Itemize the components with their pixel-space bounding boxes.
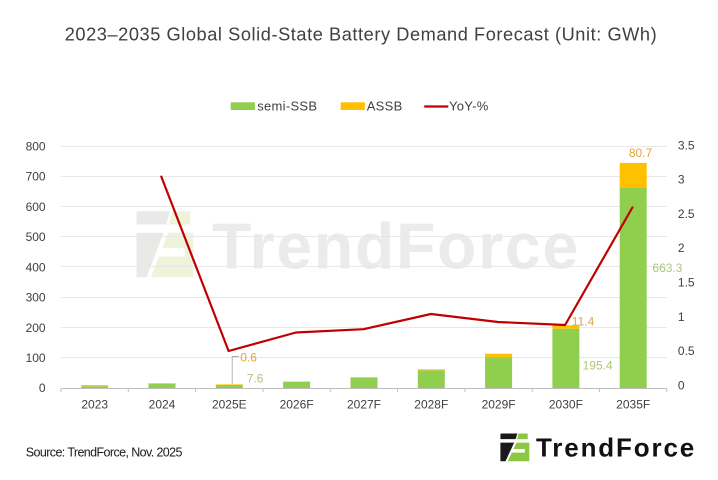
svg-text:663.3: 663.3 — [652, 261, 682, 275]
svg-text:500: 500 — [26, 230, 46, 244]
svg-text:195.4: 195.4 — [583, 359, 613, 373]
svg-text:2035F: 2035F — [616, 398, 650, 412]
svg-text:2027F: 2027F — [347, 398, 381, 412]
svg-text:0.5: 0.5 — [678, 344, 695, 358]
svg-text:1: 1 — [678, 310, 685, 324]
svg-text:TrendForce: TrendForce — [212, 210, 580, 282]
svg-text:2030F: 2030F — [549, 398, 583, 412]
svg-text:2029F: 2029F — [482, 398, 516, 412]
svg-text:2: 2 — [678, 241, 685, 255]
svg-text:Source: TrendForce, Nov. 2025: Source: TrendForce, Nov. 2025 — [26, 446, 183, 460]
svg-text:ASSB: ASSB — [367, 99, 403, 114]
svg-text:7.6: 7.6 — [247, 371, 264, 385]
svg-text:2024: 2024 — [149, 398, 176, 412]
svg-text:11.4: 11.4 — [572, 314, 595, 328]
svg-text:semi-SSB: semi-SSB — [257, 99, 317, 114]
svg-text:200: 200 — [26, 321, 46, 335]
svg-text:300: 300 — [26, 291, 46, 305]
svg-text:0: 0 — [39, 381, 46, 395]
svg-text:600: 600 — [26, 200, 46, 214]
svg-text:3.5: 3.5 — [678, 138, 695, 152]
svg-text:80.7: 80.7 — [629, 146, 653, 160]
svg-text:1.5: 1.5 — [678, 276, 695, 290]
svg-text:0: 0 — [678, 378, 685, 392]
svg-text:2025E: 2025E — [212, 398, 247, 412]
svg-text:0.6: 0.6 — [240, 351, 257, 365]
svg-text:2028F: 2028F — [414, 398, 448, 412]
svg-text:700: 700 — [26, 170, 46, 184]
svg-text:TrendForce: TrendForce — [536, 433, 696, 463]
svg-text:2023–2035 Global Solid-State B: 2023–2035 Global Solid-State Battery Dem… — [65, 25, 657, 45]
svg-text:2023: 2023 — [81, 398, 108, 412]
svg-text:3: 3 — [678, 173, 685, 187]
svg-text:YoY-%: YoY-% — [449, 99, 489, 114]
svg-text:100: 100 — [26, 351, 46, 365]
svg-text:2.5: 2.5 — [678, 207, 695, 221]
svg-text:800: 800 — [26, 139, 46, 153]
svg-text:2026F: 2026F — [280, 398, 314, 412]
svg-text:400: 400 — [26, 260, 46, 274]
